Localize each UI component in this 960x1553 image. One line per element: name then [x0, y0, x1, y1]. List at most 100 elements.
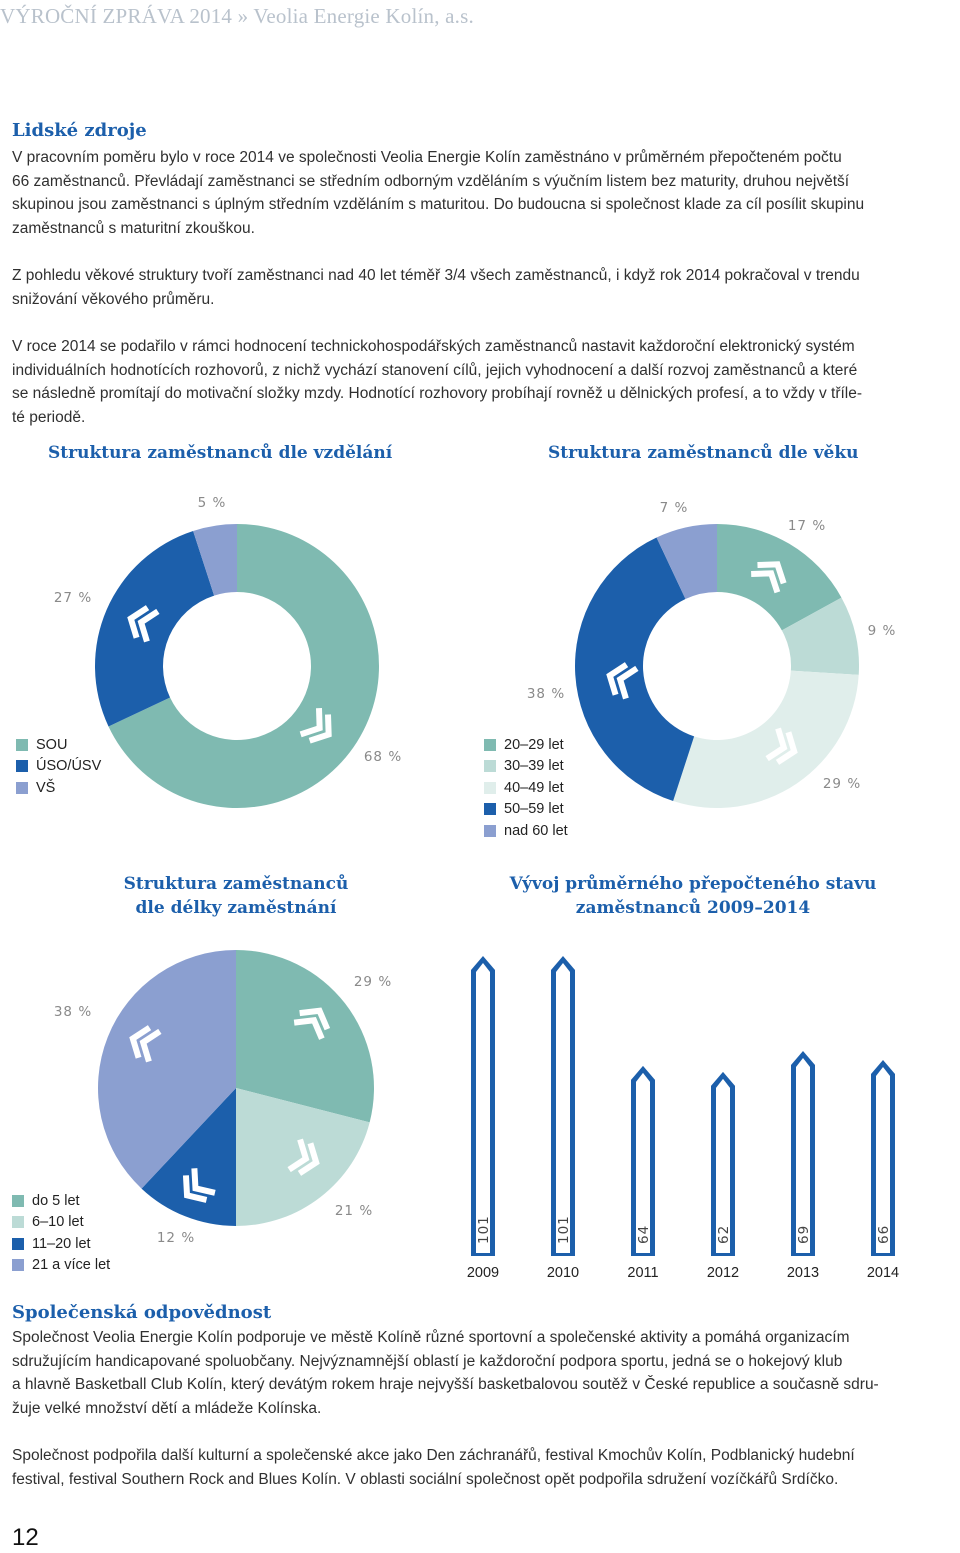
- chart-title-tenure-line1: Struktura zaměstnanců: [123, 874, 349, 894]
- chevron-stroke: [137, 608, 160, 643]
- double-chevron-icon: [606, 662, 639, 700]
- chevron-stroke: [287, 1138, 310, 1173]
- legend-swatch: [484, 738, 496, 751]
- chevron-stroke: [606, 662, 629, 696]
- paragraph-line: zaměstnanců s maturitní zkouškou.: [12, 219, 255, 237]
- chart-title-headcount-line2: zaměstnanců 2009–2014: [575, 898, 811, 918]
- paragraph-line: festival, festival Southern Rock and Blu…: [12, 1470, 839, 1488]
- pie-value-label: 38 %: [527, 686, 565, 702]
- double-chevron-icon: [765, 727, 798, 765]
- double-chevron-icon: [287, 1138, 320, 1176]
- legend-label: nad 60 let: [504, 822, 568, 839]
- section-title-social-responsibility: Společenská odpovědnost: [12, 1302, 272, 1323]
- double-chevron-icon: [182, 1168, 216, 1203]
- legend-item: 30–39 let: [484, 756, 568, 778]
- paragraph-line: žuje velké množství dětí a mládeže Kolín…: [12, 1399, 322, 1417]
- headcount-year-label: 2011: [627, 1265, 658, 1281]
- paragraph-line: V roce 2014 se podařilo v rámci hodnocen…: [12, 338, 855, 355]
- pie-value-label: 5 %: [198, 495, 227, 511]
- headcount-bar-value: 101: [476, 1215, 492, 1244]
- pie-slice: [236, 950, 374, 1123]
- chart-title-age: Struktura zaměstnanců dle věku: [548, 443, 859, 463]
- pie-value-label: 68 %: [364, 749, 402, 765]
- headcount-bar-value: 101: [556, 1215, 572, 1244]
- paragraph-line: V pracovním poměru bylo v roce 2014 ve s…: [12, 149, 842, 166]
- legend-swatch: [12, 1194, 24, 1207]
- legend-label: 40–49 let: [504, 779, 564, 796]
- legend-item: nad 60 let: [484, 820, 568, 842]
- chevron-stroke: [751, 570, 781, 594]
- legend-swatch: [12, 1237, 24, 1250]
- legend-tenure: do 5 let 6–10 let 11–20 let 21 a více let: [12, 1190, 110, 1276]
- chevron-stroke: [129, 1025, 152, 1059]
- chevron-stroke: [765, 727, 788, 762]
- legend-swatch: [484, 803, 496, 816]
- pie-value-label: 29 %: [354, 974, 392, 990]
- paragraph-line: se následně promítají do motivační složk…: [12, 385, 863, 402]
- chevron-stroke: [775, 731, 798, 765]
- paragraph-line: Společnost Veolia Energie Kolín podporuj…: [12, 1329, 850, 1346]
- pie-slice: [781, 597, 859, 675]
- legend-swatch: [484, 781, 496, 794]
- legend-item: ÚSO/ÚSV: [16, 756, 101, 778]
- headcount-bar-inner: [716, 1078, 730, 1253]
- paragraph-line: té periodě.: [12, 408, 86, 426]
- chevron-stroke: [299, 708, 323, 738]
- pie-value-label: 7 %: [660, 500, 689, 516]
- chart-title-tenure-line2: dle délky zaměstnání: [135, 898, 337, 918]
- headcount-bar-value: 62: [716, 1225, 732, 1244]
- legend-item: 11–20 let: [12, 1233, 110, 1255]
- page-number: 12: [12, 1524, 39, 1551]
- double-chevron-icon: [751, 561, 787, 594]
- legend-label: ÚSO/ÚSV: [36, 758, 102, 775]
- headcount-year-label: 2013: [787, 1265, 819, 1281]
- pie-value-label: 29 %: [823, 776, 861, 792]
- legend-age: 20–29 let 30–39 let 40–49 let 50–59 let nad …: [484, 734, 568, 842]
- legend-item: do 5 let: [12, 1190, 110, 1212]
- legend-label: 20–29 let: [504, 736, 564, 753]
- chevron-stroke: [182, 1175, 208, 1203]
- paragraph-line: skupinou jsou zaměstnanci s úplným střed…: [12, 196, 865, 213]
- headcount-bar-value: 64: [636, 1225, 652, 1244]
- chevron-stroke: [293, 1017, 325, 1040]
- hr-paragraph-1: V pracovním poměru bylo v roce 2014 ve s…: [12, 146, 960, 240]
- legend-label: 21 a více let: [32, 1257, 111, 1274]
- pie-value-label: 17 %: [788, 518, 826, 534]
- legend-swatch: [484, 824, 496, 837]
- double-chevron-icon: [299, 708, 332, 744]
- legend-item: 21 a více let: [12, 1255, 110, 1277]
- headcount-bar-inner: [636, 1072, 650, 1253]
- paragraph-line: sdružujícím handicapované spoluobčany. N…: [12, 1352, 843, 1370]
- legend-label: do 5 let: [32, 1192, 80, 1209]
- legend-item: VŠ: [16, 777, 101, 799]
- pie-slice: [193, 524, 237, 596]
- paragraph-line: Společnost podpořila další kulturní a sp…: [12, 1447, 855, 1464]
- double-chevron-icon: [293, 1007, 331, 1040]
- pie-value-label: 38 %: [54, 1004, 92, 1020]
- legend-swatch: [16, 760, 28, 773]
- legend-item: 40–49 let: [484, 777, 568, 799]
- legend-education: SOU ÚSO/ÚSV VŠ: [16, 734, 101, 799]
- legend-item: 50–59 let: [484, 799, 568, 821]
- chart-title-tenure: Struktura zaměstnanců dle délky zaměstná…: [110, 872, 362, 920]
- headcount-bar-inner: [876, 1066, 890, 1253]
- pie-slice: [94, 530, 215, 727]
- pie-value-label: 9 %: [868, 623, 897, 639]
- chart-title-headcount: Vývoj průměrného přepočteného stavu zamě…: [486, 872, 900, 920]
- running-header: VÝROČNÍ ZPRÁVA 2014 » Veolia Energie Kol…: [0, 4, 474, 28]
- headcount-year-label: 2009: [467, 1265, 499, 1281]
- paragraph-line: a hlavně Basketball Club Kolín, který de…: [12, 1376, 879, 1393]
- headcount-bar-value: 69: [796, 1225, 812, 1244]
- legend-label: SOU: [36, 736, 68, 753]
- pie-slice: [673, 670, 859, 808]
- chevron-stroke: [757, 561, 787, 585]
- headcount-bar-inner: [556, 963, 570, 1253]
- headcount-bar-value: 66: [876, 1225, 892, 1244]
- pie-value-label: 27 %: [54, 590, 92, 606]
- headcount-year-label: 2014: [867, 1265, 899, 1281]
- section-title-human-resources: Lidské zdroje: [12, 120, 147, 141]
- legend-label: VŠ: [36, 779, 56, 796]
- social-paragraph-1: Společnost Veolia Energie Kolín podporuj…: [12, 1326, 960, 1420]
- chevron-stroke: [139, 1028, 162, 1063]
